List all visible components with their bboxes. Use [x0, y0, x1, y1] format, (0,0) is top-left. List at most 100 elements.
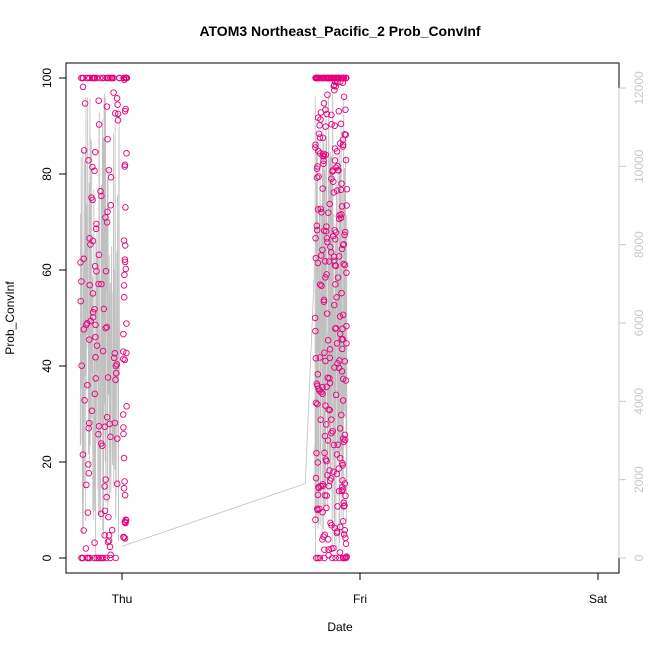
data-point	[323, 110, 331, 118]
data-point	[329, 427, 336, 435]
y-tick-label: 0	[40, 554, 54, 561]
data-point	[123, 403, 130, 410]
data-point	[313, 222, 321, 230]
data-point	[326, 406, 334, 414]
data-point	[120, 282, 128, 289]
data-point	[331, 86, 338, 94]
data-point	[322, 357, 329, 365]
data-point	[323, 271, 330, 278]
data-point	[107, 551, 114, 559]
data-point	[81, 100, 89, 107]
data-point	[92, 321, 99, 329]
data-point	[121, 535, 129, 542]
data-point	[330, 468, 337, 476]
data-point	[333, 340, 341, 347]
data-point	[315, 147, 322, 155]
data-point	[332, 78, 339, 85]
data-point	[332, 281, 339, 288]
data-point	[340, 503, 348, 510]
data-point	[91, 554, 98, 562]
data-point	[339, 397, 347, 404]
y2-tick-label: 10000	[632, 149, 646, 183]
data-point	[313, 554, 320, 562]
data-point	[85, 469, 93, 477]
y2-tick-label: 6000	[632, 309, 646, 336]
data-point	[324, 238, 331, 246]
data-point	[319, 508, 326, 516]
data-point	[103, 493, 110, 501]
line-segment-cluster-1	[314, 93, 348, 558]
data-point	[107, 202, 115, 209]
data-point	[89, 309, 97, 316]
data-point	[91, 305, 98, 313]
data-point	[321, 492, 329, 499]
data-point	[95, 431, 102, 438]
data-point	[103, 74, 110, 82]
data-point	[342, 131, 350, 139]
data-point	[318, 282, 325, 290]
y-tick-label: 80	[40, 167, 54, 181]
data-point	[92, 148, 99, 156]
data-point	[312, 234, 319, 242]
x-axis-label: Date	[327, 620, 353, 634]
chart-title: ATOM3 Northeast_Pacific_2 Prob_ConvInf	[199, 23, 480, 39]
data-point	[322, 228, 330, 235]
chart-axes: 0 20 40 60 80 100 0 2000 4000 6000 8000 10000 12000 T…	[40, 68, 646, 606]
x-tick-label: Fri	[353, 592, 367, 606]
data-point	[114, 101, 121, 108]
data-point	[103, 554, 110, 562]
line-connector	[121, 204, 344, 547]
data-point	[315, 130, 323, 137]
data-point	[111, 110, 119, 117]
data-point	[336, 313, 344, 320]
data-point	[120, 330, 127, 338]
data-point	[343, 269, 350, 276]
data-point	[91, 539, 98, 546]
data-point	[322, 456, 330, 463]
data-point	[335, 253, 343, 260]
data-point	[102, 476, 109, 483]
y2-tick-label: 8000	[632, 231, 646, 258]
data-point	[339, 136, 347, 144]
data-point	[334, 503, 341, 510]
data-point	[321, 432, 329, 440]
data-point	[333, 470, 341, 478]
data-point	[340, 554, 347, 562]
data-point	[93, 342, 101, 349]
data-point	[105, 532, 113, 539]
data-point	[312, 355, 320, 362]
data-point	[86, 336, 93, 343]
data-point	[341, 480, 349, 487]
data-point	[103, 413, 111, 421]
data-point	[342, 156, 350, 164]
data-point	[316, 134, 324, 141]
data-point	[335, 108, 343, 115]
data-point	[314, 400, 321, 408]
data-point	[120, 430, 127, 438]
data-point	[321, 546, 328, 553]
data-point	[122, 204, 129, 211]
data-point	[79, 83, 87, 91]
data-point	[338, 203, 346, 210]
y2-tick-label: 2000	[632, 466, 646, 493]
data-point	[338, 289, 345, 297]
data-point	[341, 231, 348, 239]
data-point	[332, 554, 339, 562]
data-point	[334, 166, 342, 174]
data-point	[339, 311, 347, 319]
data-point	[112, 369, 120, 377]
x-tick-label: Sat	[589, 592, 608, 606]
data-point	[112, 554, 119, 562]
data-point	[95, 121, 103, 128]
data-point	[105, 513, 112, 521]
data-point	[80, 255, 87, 263]
data-point	[119, 411, 127, 418]
data-point	[329, 554, 336, 562]
data-point	[325, 258, 333, 265]
data-point	[338, 368, 346, 375]
data-point	[77, 297, 84, 305]
data-point	[343, 340, 350, 347]
data-point	[84, 554, 91, 562]
data-point	[113, 95, 121, 102]
data-point	[337, 214, 345, 222]
